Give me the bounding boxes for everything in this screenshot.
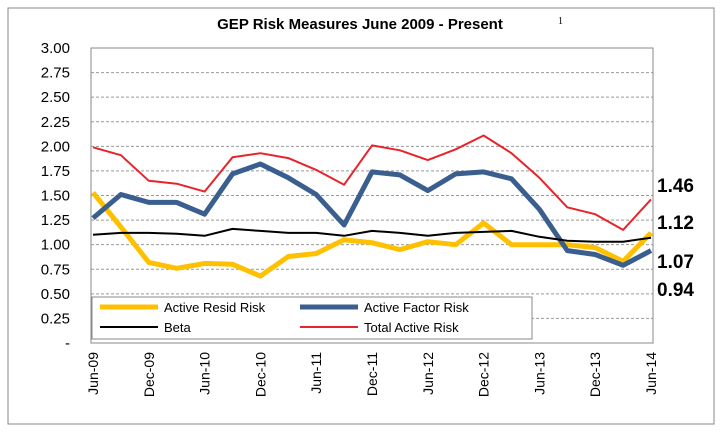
y-tick-label: 2.25 bbox=[41, 114, 70, 131]
legend-label: Beta bbox=[164, 320, 192, 335]
x-tick-label: Jun-11 bbox=[308, 352, 324, 394]
x-tick-label: Dec-09 bbox=[141, 352, 157, 397]
y-tick-label: 1.50 bbox=[41, 188, 70, 205]
series-line bbox=[91, 161, 653, 268]
end-value-label: 1.07 bbox=[657, 252, 694, 273]
series-line bbox=[91, 191, 653, 279]
y-tick-label: 1.75 bbox=[41, 163, 70, 180]
y-tick-label: 0.25 bbox=[41, 310, 70, 327]
y-tick-label: 2.00 bbox=[41, 138, 70, 155]
end-value-label: 1.12 bbox=[657, 213, 694, 234]
series-line bbox=[92, 134, 652, 231]
y-tick-label: 0.50 bbox=[41, 286, 70, 303]
x-tick-label: Jun-14 bbox=[643, 352, 659, 395]
x-tick-label: Jun-09 bbox=[85, 352, 101, 395]
x-tick-label: Dec-10 bbox=[252, 352, 268, 397]
plot-area bbox=[90, 47, 654, 344]
legend-box bbox=[91, 296, 533, 340]
y-tick-label: 1.25 bbox=[41, 212, 70, 229]
legend-label: Total Active Risk bbox=[364, 320, 459, 335]
chart-title: GEP Risk Measures June 2009 - Present bbox=[217, 16, 503, 33]
y-tick-label: 3.00 bbox=[41, 40, 70, 57]
y-tick-label: 2.75 bbox=[41, 65, 70, 82]
x-tick-label: Jun-10 bbox=[197, 352, 213, 395]
chart-frame bbox=[7, 7, 715, 425]
end-value-label: 1.46 bbox=[657, 176, 694, 197]
legend-label: Active Resid Risk bbox=[164, 300, 266, 315]
y-tick-label: 0.75 bbox=[41, 261, 70, 278]
y-tick-label: 2.50 bbox=[41, 89, 70, 106]
title-note: 1 bbox=[558, 16, 563, 27]
x-tick-label: Jun-12 bbox=[420, 352, 436, 395]
y-tick-label: 1.00 bbox=[41, 237, 70, 254]
series-line bbox=[92, 227, 652, 243]
legend-label: Active Factor Risk bbox=[364, 300, 469, 315]
x-tick-label: Jun-13 bbox=[531, 352, 547, 395]
x-tick-label: Dec-13 bbox=[587, 352, 603, 397]
x-tick-label: Dec-11 bbox=[364, 352, 380, 396]
x-tick-label: Dec-12 bbox=[476, 352, 492, 397]
y-tick-label: - bbox=[65, 335, 70, 352]
end-value-label: 0.94 bbox=[657, 280, 694, 301]
